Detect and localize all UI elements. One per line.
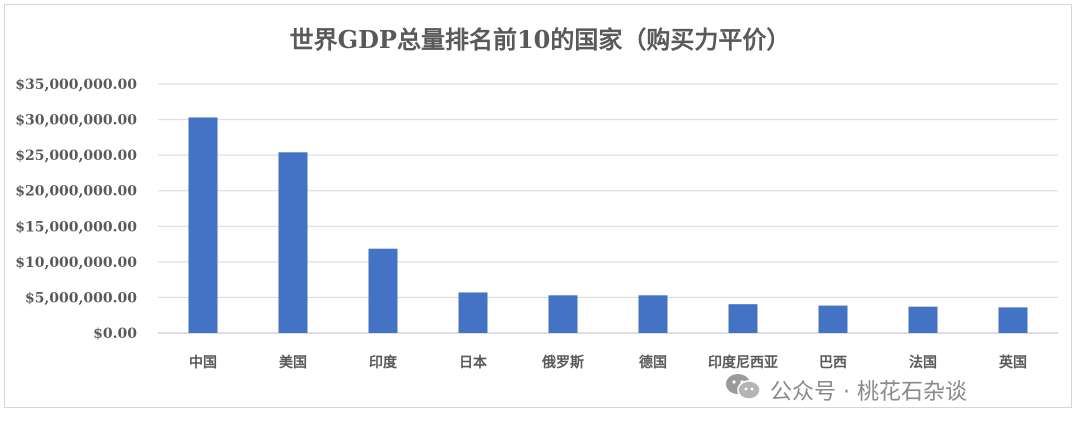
bar xyxy=(998,307,1028,333)
y-axis-ticks: $0.00 $5,000,000.00 $10,000,000.00 $15,000,… xyxy=(15,77,137,342)
chart-frame xyxy=(4,4,1072,408)
bar xyxy=(188,117,218,334)
bar xyxy=(638,295,668,333)
x-category-label: 巴西 xyxy=(819,355,847,371)
bar xyxy=(368,248,398,333)
bar xyxy=(548,295,578,333)
watermark: 公众号 · 桃花石杂谈 xyxy=(724,372,967,408)
bar xyxy=(908,306,938,333)
bar xyxy=(728,304,758,333)
x-category-label: 美国 xyxy=(279,354,307,371)
x-category-label: 法国 xyxy=(909,354,937,371)
bars xyxy=(188,117,1028,334)
watermark-text: 公众号 · 桃花石杂谈 xyxy=(770,380,967,405)
x-category-label: 印度尼西亚 xyxy=(708,354,778,371)
y-tick-label: $35,000,000.00 xyxy=(15,77,137,93)
y-tick-label: $10,000,000.00 xyxy=(15,255,137,271)
x-category-label: 印度 xyxy=(369,354,398,371)
y-tick-label: $5,000,000.00 xyxy=(25,290,137,306)
x-category-label: 德国 xyxy=(639,354,667,371)
grid-lines xyxy=(158,83,1058,334)
x-axis-categories: 中国 美国 印度 日本 俄罗斯 德国 印度尼西亚 巴西 法国 英国 xyxy=(189,354,1027,371)
x-category-label: 俄罗斯 xyxy=(541,354,584,371)
x-category-label: 日本 xyxy=(459,354,488,371)
wechat-icon xyxy=(724,372,762,408)
y-tick-label: $15,000,000.00 xyxy=(15,219,137,235)
y-tick-label: $0.00 xyxy=(93,326,137,342)
y-tick-label: $20,000,000.00 xyxy=(15,184,137,200)
bar xyxy=(458,292,488,333)
bar xyxy=(278,152,308,333)
bar xyxy=(818,305,848,333)
y-tick-label: $30,000,000.00 xyxy=(15,113,137,129)
x-category-label: 英国 xyxy=(998,354,1027,371)
x-category-label: 中国 xyxy=(189,354,217,371)
y-tick-label: $25,000,000.00 xyxy=(15,148,137,164)
chart-title: 世界GDP总量排名前10的国家（购买力平价） xyxy=(289,25,791,54)
